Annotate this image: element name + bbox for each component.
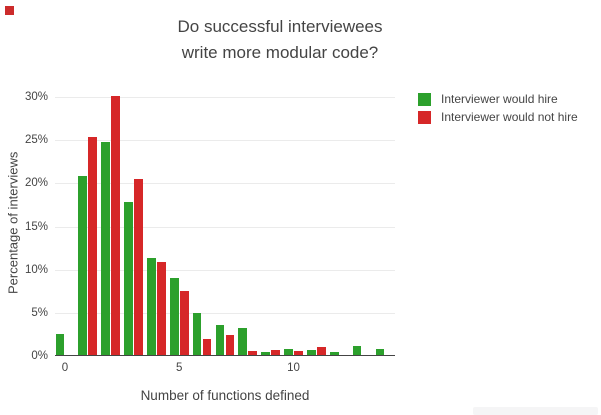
chart-title: Do successful interviewees write more mo… — [177, 17, 383, 62]
bar-hire-cat1[interactable] — [78, 176, 88, 355]
x-tick-label-0: 0 — [61, 362, 69, 374]
bar-not-hire-cat11[interactable] — [316, 347, 326, 355]
gridline-10pct — [55, 269, 395, 271]
bar-hire-cat6[interactable] — [192, 312, 202, 355]
legend-label-not-hire: Interviewer would not hire — [441, 110, 578, 124]
bar-not-hire-cat7[interactable] — [225, 335, 235, 355]
y-tick-label-15: 15% — [24, 220, 48, 233]
bar-hire-cat12[interactable] — [329, 352, 339, 355]
bar-not-hire-cat5[interactable] — [179, 291, 189, 355]
gridline-30pct — [55, 97, 395, 98]
bar-not-hire-cat4[interactable] — [157, 261, 166, 355]
gridline-20pct — [55, 183, 395, 185]
bar-hire-cat5[interactable] — [169, 278, 179, 355]
y-tick-label-30: 30% — [24, 91, 48, 103]
bar-not-hire-cat1[interactable] — [88, 137, 98, 355]
x-tick-label-10: 10 — [287, 362, 300, 374]
red-square-marker — [5, 6, 14, 15]
legend-swatch-not-hire-icon — [418, 110, 431, 124]
bar-not-hire-cat2[interactable] — [111, 96, 121, 355]
bar-hire-cat10[interactable] — [284, 348, 293, 355]
y-tick-label-25: 25% — [24, 134, 48, 147]
bar-not-hire-cat9[interactable] — [271, 350, 281, 355]
bar-not-hire-cat10[interactable] — [294, 350, 303, 355]
legend-label-hire: Interviewer would hire — [441, 92, 558, 106]
legend-item-not-hire[interactable]: Interviewer would not hire — [418, 108, 578, 126]
x-axis-title: Number of functions defined — [140, 388, 310, 403]
legend-swatch-hire-icon — [418, 92, 431, 106]
gridline-25pct — [55, 140, 395, 142]
y-tick-label-5: 5% — [31, 306, 48, 319]
bottom-right-strip — [473, 407, 598, 415]
bar-hire-cat4[interactable] — [147, 258, 156, 355]
legend: Interviewer would hire Interviewer would… — [418, 90, 578, 126]
bar-not-hire-cat3[interactable] — [134, 178, 143, 355]
y-tick-label-20: 20% — [24, 177, 48, 190]
bar-hire-cat14[interactable] — [375, 348, 385, 355]
bar-hire-cat3[interactable] — [124, 202, 133, 355]
bar-hire-cat2[interactable] — [101, 141, 111, 355]
bar-hire-cat13[interactable] — [352, 346, 362, 355]
bar-not-hire-cat6[interactable] — [202, 338, 212, 355]
bar-not-hire-cat8[interactable] — [248, 350, 258, 355]
bar-hire-cat0[interactable] — [55, 334, 65, 355]
plot-area[interactable] — [55, 89, 395, 356]
bar-hire-cat7[interactable] — [215, 324, 225, 355]
gridline-5pct — [55, 312, 395, 314]
legend-item-hire[interactable]: Interviewer would hire — [418, 90, 578, 108]
bar-hire-cat8[interactable] — [238, 328, 248, 355]
y-tick-label-0: 0% — [31, 350, 48, 362]
gridline-15pct — [55, 226, 395, 228]
x-tick-label-5: 5 — [176, 362, 183, 374]
x-axis-line — [55, 354, 395, 356]
y-tick-label-10: 10% — [24, 263, 48, 276]
bar-hire-cat11[interactable] — [306, 350, 316, 355]
bar-hire-cat9[interactable] — [261, 352, 271, 355]
